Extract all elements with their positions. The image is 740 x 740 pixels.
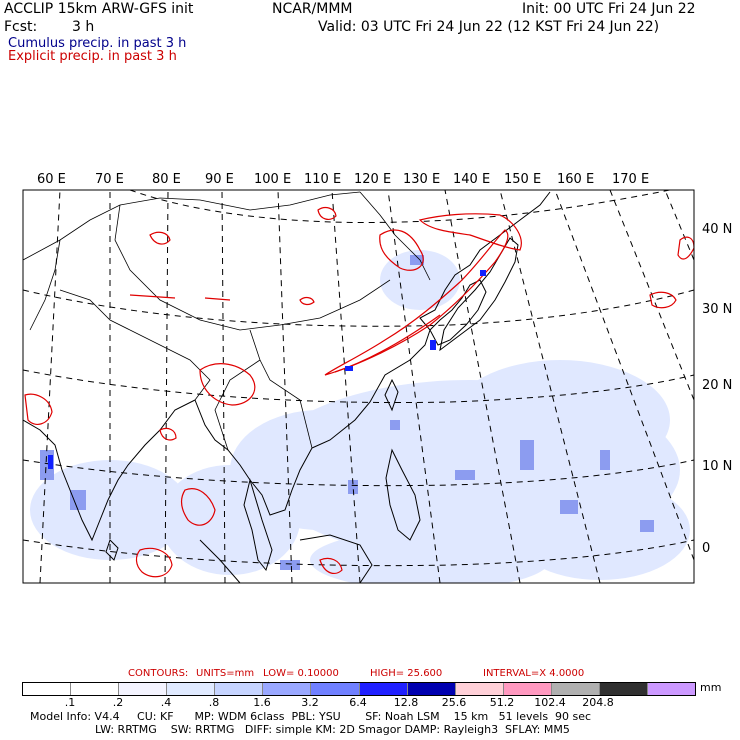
lon-label: 170 E [612,172,650,187]
lat-label: 10 N [702,459,733,474]
color-bin [407,683,456,695]
color-bar-tick-label: 102.4 [534,696,566,709]
lon-label: 90 E [205,172,234,187]
cumulus-label: Cumulus precip. in past 3 h [8,36,187,51]
country-borders [23,191,431,451]
color-bin [119,683,168,695]
cumulus-precip-cells [40,255,654,570]
contours-label: CONTOURS: [128,668,189,679]
explicit-precip-contours [24,206,694,578]
lon-label: 160 E [557,172,595,187]
color-bar-tick-label: 3.2 [301,696,319,709]
color-bar-tick-label: .4 [160,696,172,709]
color-bin [311,683,360,695]
explicit-label: Explicit precip. in past 3 h [8,49,177,64]
color-bar-tick-label: 6.4 [349,696,367,709]
lon-label: 120 E [354,172,392,187]
lat-label: 30 N [702,302,733,317]
lon-label: 110 E [304,172,342,187]
color-bin [599,683,649,695]
heavy-precip-cells [48,270,486,469]
model-info-line1: Model Info: V4.4 CU: KF MP: WDM 6class P… [30,710,592,723]
color-bar-tick-label: 12.8 [393,696,419,709]
lon-label: 80 E [152,172,181,187]
forecast-value: 3 h [72,19,95,35]
color-bin [503,683,552,695]
lon-label: 60 E [37,172,66,187]
title-line: ACCLIP 15km ARW-GFS init [4,1,194,17]
center-label: NCAR/MMM [272,1,353,17]
color-bin [23,683,72,695]
color-bar-tick-label: .1 [64,696,76,709]
lon-label: 140 E [453,172,491,187]
valid-time: Valid: 03 UTC Fri 24 Jun 22 (12 KST Fri … [318,19,660,35]
lon-label: 100 E [254,172,292,187]
forecast-label: Fcst: [4,19,38,35]
color-bin [215,683,264,695]
color-bar-tick-label: 51.2 [489,696,515,709]
color-bar-tick-label: .8 [208,696,220,709]
lon-label: 130 E [403,172,441,187]
model-info-line2: LW: RRTMG SW: RRTMG DIFF: simple KM: 2D … [95,723,570,736]
color-bar-tick-label: .2 [112,696,124,709]
color-bar-tick-label: 204.8 [582,696,614,709]
contours-high: HIGH= 25.600 [370,668,443,679]
color-bar-tick-label: 25.6 [441,696,467,709]
color-bin [263,683,312,695]
contours-interval: INTERVAL=X 4.0000 [483,668,585,679]
lat-label: 40 N [702,222,733,237]
lat-lon-grid [23,190,694,583]
lon-label: 70 E [95,172,124,187]
color-bin [359,683,408,695]
map-frame [22,189,695,584]
color-bin [71,683,120,695]
lat-label: 0 [702,541,711,556]
cumulus-precip-fields [30,250,690,583]
contours-units: UNITS=mm [196,668,255,679]
lat-label: 20 N [702,378,733,393]
unit-label: mm [700,681,722,694]
color-bar [22,682,696,696]
color-bin [648,683,696,695]
color-bin [455,683,504,695]
color-bin [551,683,600,695]
lon-label: 150 E [504,172,542,187]
init-time: Init: 00 UTC Fri 24 Jun 22 [522,1,696,17]
contours-low: LOW= 0.10000 [263,668,339,679]
color-bar-tick-label: 1.6 [253,696,271,709]
color-bin [167,683,216,695]
